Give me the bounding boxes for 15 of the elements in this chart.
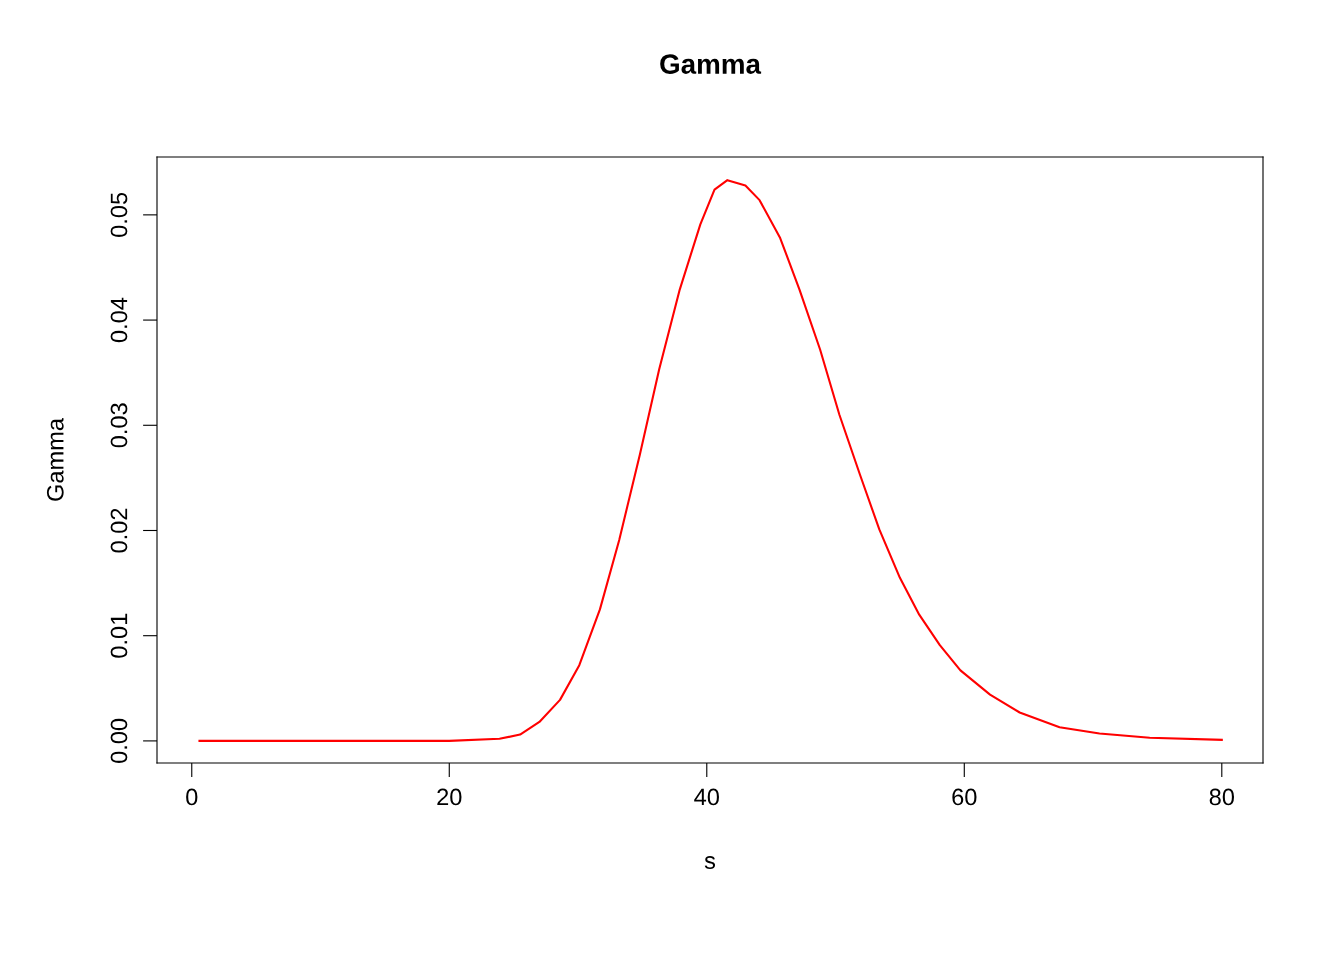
y-tick-label: 0.00 [110,718,128,763]
x-axis-title: s [704,856,716,870]
y-tick-label: 0.03 [110,403,128,448]
y-tick-label: 0.01 [110,613,128,658]
y-tick-label: 0.02 [110,508,128,553]
x-tick-label: 40 [694,788,719,806]
x-tick-label: 20 [437,788,462,806]
y-tick-label: 0.04 [110,297,128,343]
x-tick-label: 80 [1209,788,1235,806]
line-series [198,179,1223,742]
chart-title: Gamma [660,54,762,74]
x-tick-label: 60 [952,788,977,806]
y-tick-label: 0.05 [110,192,128,237]
y-axis-title: Gamma [46,418,64,501]
x-tick-label: 0 [186,788,198,806]
